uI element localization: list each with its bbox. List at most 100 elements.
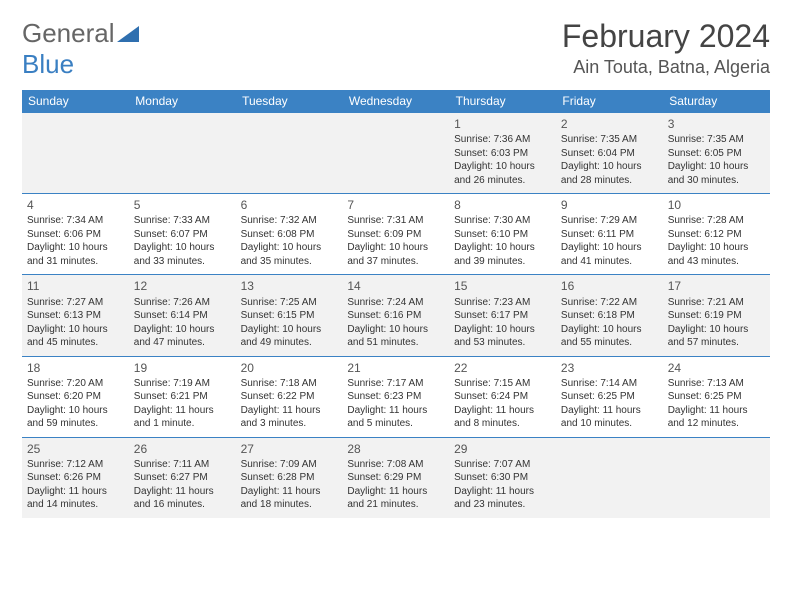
day-number: 2 <box>561 116 658 132</box>
sunrise-text: Sunrise: 7:35 AM <box>561 133 658 147</box>
sunrise-text: Sunrise: 7:15 AM <box>454 377 551 391</box>
day-number: 9 <box>561 197 658 213</box>
calendar-cell: 10Sunrise: 7:28 AMSunset: 6:12 PMDayligh… <box>663 194 770 275</box>
sunset-text: Sunset: 6:14 PM <box>134 309 231 323</box>
sunrise-text: Sunrise: 7:13 AM <box>668 377 765 391</box>
sunrise-text: Sunrise: 7:17 AM <box>347 377 444 391</box>
calendar-cell: 12Sunrise: 7:26 AMSunset: 6:14 PMDayligh… <box>129 275 236 356</box>
day-header-monday: Monday <box>129 90 236 113</box>
sunset-text: Sunset: 6:25 PM <box>668 390 765 404</box>
sunrise-text: Sunrise: 7:32 AM <box>241 214 338 228</box>
location: Ain Touta, Batna, Algeria <box>562 57 770 78</box>
calendar-cell: 27Sunrise: 7:09 AMSunset: 6:28 PMDayligh… <box>236 437 343 518</box>
sunrise-text: Sunrise: 7:29 AM <box>561 214 658 228</box>
calendar-row: 18Sunrise: 7:20 AMSunset: 6:20 PMDayligh… <box>22 356 770 437</box>
day-number: 7 <box>347 197 444 213</box>
sunset-text: Sunset: 6:20 PM <box>27 390 124 404</box>
day-number: 11 <box>27 278 124 294</box>
day-number: 14 <box>347 278 444 294</box>
day-number: 28 <box>347 441 444 457</box>
daylight-text: Daylight: 11 hours and 5 minutes. <box>347 404 444 431</box>
calendar-cell <box>22 113 129 194</box>
sunrise-text: Sunrise: 7:18 AM <box>241 377 338 391</box>
daylight-text: Daylight: 10 hours and 37 minutes. <box>347 241 444 268</box>
daylight-text: Daylight: 11 hours and 10 minutes. <box>561 404 658 431</box>
sunset-text: Sunset: 6:17 PM <box>454 309 551 323</box>
day-number: 25 <box>27 441 124 457</box>
calendar-cell: 8Sunrise: 7:30 AMSunset: 6:10 PMDaylight… <box>449 194 556 275</box>
sunset-text: Sunset: 6:24 PM <box>454 390 551 404</box>
daylight-text: Daylight: 10 hours and 45 minutes. <box>27 323 124 350</box>
calendar-table: Sunday Monday Tuesday Wednesday Thursday… <box>22 90 770 518</box>
day-header-friday: Friday <box>556 90 663 113</box>
calendar-cell: 17Sunrise: 7:21 AMSunset: 6:19 PMDayligh… <box>663 275 770 356</box>
calendar-cell: 28Sunrise: 7:08 AMSunset: 6:29 PMDayligh… <box>342 437 449 518</box>
calendar-cell: 3Sunrise: 7:35 AMSunset: 6:05 PMDaylight… <box>663 113 770 194</box>
day-number: 17 <box>668 278 765 294</box>
calendar-cell: 7Sunrise: 7:31 AMSunset: 6:09 PMDaylight… <box>342 194 449 275</box>
day-number: 19 <box>134 360 231 376</box>
logo-text: GeneralBlue <box>22 18 139 80</box>
sunrise-text: Sunrise: 7:28 AM <box>668 214 765 228</box>
daylight-text: Daylight: 11 hours and 3 minutes. <box>241 404 338 431</box>
sunrise-text: Sunrise: 7:19 AM <box>134 377 231 391</box>
sunset-text: Sunset: 6:28 PM <box>241 471 338 485</box>
calendar-cell <box>663 437 770 518</box>
sunset-text: Sunset: 6:11 PM <box>561 228 658 242</box>
day-number: 4 <box>27 197 124 213</box>
daylight-text: Daylight: 11 hours and 12 minutes. <box>668 404 765 431</box>
sunset-text: Sunset: 6:18 PM <box>561 309 658 323</box>
calendar-row: 25Sunrise: 7:12 AMSunset: 6:26 PMDayligh… <box>22 437 770 518</box>
daylight-text: Daylight: 10 hours and 35 minutes. <box>241 241 338 268</box>
sunrise-text: Sunrise: 7:11 AM <box>134 458 231 472</box>
sunset-text: Sunset: 6:13 PM <box>27 309 124 323</box>
day-header-row: Sunday Monday Tuesday Wednesday Thursday… <box>22 90 770 113</box>
daylight-text: Daylight: 10 hours and 28 minutes. <box>561 160 658 187</box>
sunrise-text: Sunrise: 7:36 AM <box>454 133 551 147</box>
day-number: 16 <box>561 278 658 294</box>
day-number: 10 <box>668 197 765 213</box>
daylight-text: Daylight: 11 hours and 1 minute. <box>134 404 231 431</box>
sunrise-text: Sunrise: 7:31 AM <box>347 214 444 228</box>
sunset-text: Sunset: 6:25 PM <box>561 390 658 404</box>
title-block: February 2024 Ain Touta, Batna, Algeria <box>562 18 770 78</box>
day-number: 26 <box>134 441 231 457</box>
day-number: 18 <box>27 360 124 376</box>
sunrise-text: Sunrise: 7:14 AM <box>561 377 658 391</box>
sunset-text: Sunset: 6:19 PM <box>668 309 765 323</box>
calendar-cell: 2Sunrise: 7:35 AMSunset: 6:04 PMDaylight… <box>556 113 663 194</box>
sunset-text: Sunset: 6:07 PM <box>134 228 231 242</box>
sunrise-text: Sunrise: 7:09 AM <box>241 458 338 472</box>
logo-sail-icon <box>117 18 139 49</box>
calendar-row: 11 Sunrise: 7:27 AMSunset: 6:13 PMDayligh… <box>22 275 770 356</box>
daylight-text: Daylight: 11 hours and 21 minutes. <box>347 485 444 512</box>
calendar-cell: 13Sunrise: 7:25 AMSunset: 6:15 PMDayligh… <box>236 275 343 356</box>
sunset-text: Sunset: 6:10 PM <box>454 228 551 242</box>
sunrise-text: Sunrise: 7:27 AM <box>27 296 124 310</box>
daylight-text: Daylight: 10 hours and 26 minutes. <box>454 160 551 187</box>
day-number: 20 <box>241 360 338 376</box>
day-header-thursday: Thursday <box>449 90 556 113</box>
logo: GeneralBlue <box>22 18 139 80</box>
day-number: 22 <box>454 360 551 376</box>
daylight-text: Daylight: 10 hours and 59 minutes. <box>27 404 124 431</box>
day-number: 24 <box>668 360 765 376</box>
month-title: February 2024 <box>562 18 770 55</box>
sunrise-text: Sunrise: 7:33 AM <box>134 214 231 228</box>
day-number: 6 <box>241 197 338 213</box>
daylight-text: Daylight: 10 hours and 41 minutes. <box>561 241 658 268</box>
calendar-cell: 24Sunrise: 7:13 AMSunset: 6:25 PMDayligh… <box>663 356 770 437</box>
day-number: 5 <box>134 197 231 213</box>
day-header-saturday: Saturday <box>663 90 770 113</box>
day-number: 29 <box>454 441 551 457</box>
day-number: 27 <box>241 441 338 457</box>
day-number: 15 <box>454 278 551 294</box>
calendar-row: 1Sunrise: 7:36 AMSunset: 6:03 PMDaylight… <box>22 113 770 194</box>
sunset-text: Sunset: 6:08 PM <box>241 228 338 242</box>
sunrise-text: Sunrise: 7:23 AM <box>454 296 551 310</box>
calendar-cell <box>556 437 663 518</box>
day-number: 13 <box>241 278 338 294</box>
day-header-sunday: Sunday <box>22 90 129 113</box>
day-number: 3 <box>668 116 765 132</box>
sunset-text: Sunset: 6:15 PM <box>241 309 338 323</box>
